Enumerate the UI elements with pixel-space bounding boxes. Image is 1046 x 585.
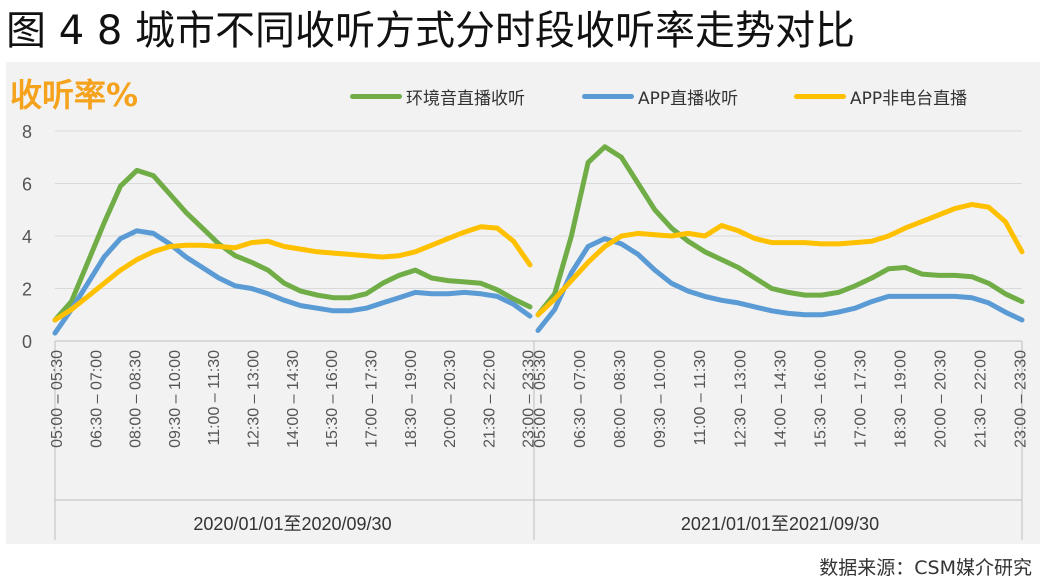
group-label: 2021/01/01至2021/09/30 (681, 514, 879, 534)
x-tick-label: 11:00 – 11:30 (692, 350, 709, 446)
y-tick-label: 2 (22, 280, 32, 300)
x-tick-label: 21:30 – 22:00 (481, 350, 498, 448)
x-tick-label: 05:00 – 05:30 (532, 350, 549, 448)
series-line-2 (52, 228, 533, 336)
x-tick-label: 23:00 – 23:30 (521, 350, 538, 448)
legend-swatch-green (350, 93, 402, 99)
legend-label: APP非电台直播 (850, 88, 968, 109)
legend-label: APP直播收听 (638, 88, 739, 109)
x-tick-label: 14:00 – 14:30 (285, 350, 302, 448)
source-note: 数据来源：CSM媒介研究 (819, 557, 1032, 579)
x-tick-label: 20:00 – 20:30 (442, 350, 459, 448)
legend-swatch-blue (582, 93, 634, 99)
legend-label: 环境音直播收听 (406, 88, 525, 109)
x-tick-label: 08:00 – 08:30 (128, 350, 145, 448)
x-tick-label: 18:30 – 19:00 (403, 350, 420, 448)
x-tick-label: 09:30 – 10:00 (167, 350, 184, 448)
x-tick-label: 17:00 – 17:30 (852, 350, 869, 448)
series-line-1 (52, 167, 533, 323)
x-tick-label: 20:00 – 20:30 (933, 350, 950, 448)
legend-item-app-live: APP直播收听 (582, 86, 739, 109)
x-tick-label: 23:00 – 23:30 (1013, 350, 1030, 448)
x-tick-label: 21:30 – 22:00 (973, 350, 990, 448)
y-axis-unit-label: 收听率% (10, 76, 139, 114)
x-tick-label: 12:30 – 13:00 (732, 350, 749, 448)
x-tick-label: 05:00 – 05:30 (49, 350, 66, 448)
y-tick-label: 0 (22, 332, 32, 352)
y-tick-label: 8 (22, 122, 32, 142)
x-tick-label: 15:30 – 16:00 (812, 350, 829, 448)
legend-swatch-yellow (794, 93, 846, 99)
group-label: 2020/01/01至2020/09/30 (193, 514, 391, 534)
y-tick-label: 4 (22, 227, 32, 247)
figure-title: 图 4 8 城市不同收听方式分时段收听率走势对比 (6, 8, 856, 54)
y-tick-label: 6 (22, 175, 32, 195)
x-tick-label: 11:00 – 11:30 (206, 350, 223, 446)
x-tick-label: 09:30 – 10:00 (652, 350, 669, 448)
x-tick-label: 06:30 – 07:00 (88, 350, 105, 448)
legend-item-ambient: 环境音直播收听 (350, 86, 525, 109)
series-line-3 (535, 202, 1025, 318)
x-tick-label: 06:30 – 07:00 (572, 350, 589, 448)
x-tick-label: 17:00 – 17:30 (363, 350, 380, 448)
series-line-2 (535, 236, 1025, 333)
legend-item-app-nonradio: APP非电台直播 (794, 86, 968, 109)
x-tick-label: 14:00 – 14:30 (772, 350, 789, 448)
x-tick-label: 15:30 – 16:00 (324, 350, 341, 448)
series-line-1 (535, 144, 1025, 318)
x-tick-label: 12:30 – 13:00 (246, 350, 263, 448)
x-tick-label: 08:00 – 08:30 (612, 350, 629, 448)
series-line-3 (52, 224, 533, 323)
x-tick-label: 18:30 – 19:00 (892, 350, 909, 448)
